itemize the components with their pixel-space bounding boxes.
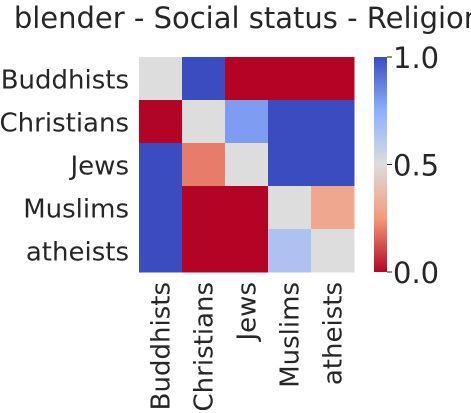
heatmap-cell <box>268 186 312 230</box>
heatmap-cell <box>182 100 226 144</box>
heatmap-cell <box>311 57 355 101</box>
heatmap-cell <box>268 229 312 273</box>
column-label: Jews <box>233 282 263 342</box>
heatmap-cell <box>268 143 312 187</box>
column-labels: Buddhists Christians Jews Muslims atheists <box>147 282 349 411</box>
heatmap-cell <box>182 186 226 230</box>
heatmap-cell <box>225 100 269 144</box>
colorbar-tick-label: 0.0 <box>393 256 439 290</box>
row-label: Christians <box>0 109 129 139</box>
heatmap-cells <box>139 57 355 273</box>
heatmap-cell <box>268 100 312 144</box>
heatmap-cell <box>139 100 183 144</box>
heatmap-cell <box>311 186 355 230</box>
row-label: atheists <box>26 238 129 268</box>
heatmap-cell <box>268 57 312 101</box>
heatmap-cell <box>311 229 355 273</box>
heatmap-cell <box>139 57 183 101</box>
heatmap-cell <box>139 143 183 187</box>
row-label: Muslims <box>23 195 129 225</box>
heatmap-cell <box>225 186 269 230</box>
column-label: atheists <box>319 282 349 385</box>
row-label: Buddhists <box>1 66 129 96</box>
chart-title: blender - Social status - Religion <box>14 1 471 35</box>
heatmap-cell <box>225 143 269 187</box>
colorbar-ticks: 0.0 0.5 1.0 <box>387 41 439 290</box>
colorbar-tick-label: 0.5 <box>393 149 439 183</box>
row-label: Jews <box>69 152 129 182</box>
heatmap-cell <box>311 143 355 187</box>
column-label: Muslims <box>276 282 306 388</box>
heatmap-cell <box>311 100 355 144</box>
column-label: Buddhists <box>147 282 177 410</box>
heatmap-cell <box>182 143 226 187</box>
heatmap-cell <box>139 229 183 273</box>
heatmap-cell <box>182 57 226 101</box>
colorbar <box>374 57 387 272</box>
colorbar-tick-label: 1.0 <box>393 41 439 75</box>
column-label: Christians <box>190 282 220 411</box>
row-labels: Buddhists Christians Jews Muslims atheists <box>0 66 129 268</box>
heatmap-cell <box>225 229 269 273</box>
heatmap-cell <box>225 57 269 101</box>
heatmap-cell <box>182 229 226 273</box>
heatmap-cell <box>139 186 183 230</box>
